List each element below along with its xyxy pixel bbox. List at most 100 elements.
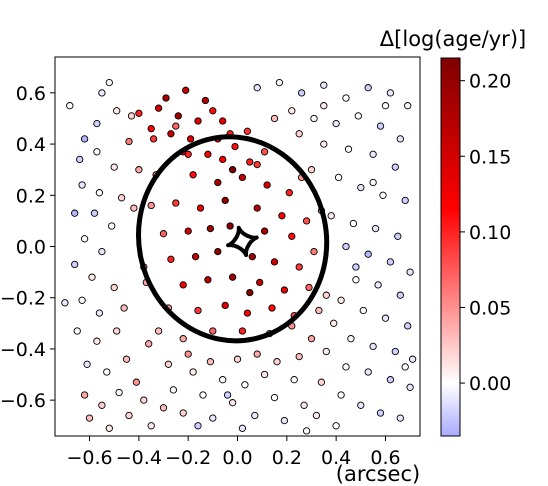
data-point <box>98 89 106 97</box>
data-point <box>182 86 190 94</box>
data-point <box>295 130 303 138</box>
data-point <box>88 273 96 281</box>
data-point <box>223 391 232 399</box>
data-point <box>179 281 187 289</box>
data-point <box>228 273 237 281</box>
colorbar <box>440 57 461 437</box>
data-point <box>113 327 121 335</box>
data-point <box>189 171 197 179</box>
data-point <box>196 204 205 212</box>
data-point <box>342 242 350 251</box>
data-point <box>307 166 316 174</box>
data-point <box>159 230 168 238</box>
data-point <box>238 173 247 182</box>
data-point <box>371 224 380 233</box>
data-point <box>130 204 138 212</box>
data-point <box>263 181 271 189</box>
y-tick-label: −0.6 <box>0 390 46 412</box>
data-point <box>391 163 399 171</box>
data-point <box>386 376 395 384</box>
data-point <box>251 411 259 420</box>
data-point <box>219 376 227 384</box>
data-point <box>214 178 222 187</box>
data-point <box>334 173 343 182</box>
data-point <box>80 391 89 399</box>
data-point <box>332 119 340 128</box>
data-point <box>76 155 84 164</box>
data-point <box>352 276 360 284</box>
data-point <box>300 401 308 409</box>
data-point <box>132 378 141 386</box>
data-point <box>110 283 118 292</box>
data-point <box>98 401 106 409</box>
data-point <box>404 102 412 110</box>
data-point <box>214 247 222 256</box>
data-point <box>364 368 372 376</box>
data-point <box>147 125 155 133</box>
data-point <box>110 163 118 171</box>
data-point <box>369 178 377 187</box>
data-point <box>199 391 207 399</box>
data-point <box>93 119 101 128</box>
data-point <box>105 424 113 432</box>
data-point <box>221 196 229 205</box>
data-point <box>342 363 350 371</box>
data-point <box>204 276 212 284</box>
data-point <box>288 232 296 240</box>
data-point <box>95 309 104 317</box>
data-point <box>103 368 111 376</box>
data-point <box>194 306 202 315</box>
data-point <box>219 117 227 125</box>
data-point <box>189 368 197 376</box>
data-point <box>386 89 395 97</box>
data-point <box>71 260 79 269</box>
data-point <box>305 283 313 292</box>
data-point <box>243 309 252 317</box>
data-point <box>320 102 328 110</box>
data-point <box>125 137 133 146</box>
data-point <box>310 114 318 123</box>
data-point <box>246 288 254 297</box>
data-point <box>78 181 86 189</box>
data-point <box>349 219 358 228</box>
data-point <box>332 422 340 430</box>
data-point <box>194 117 202 125</box>
data-point <box>337 391 345 399</box>
data-point <box>404 322 412 330</box>
data-point <box>238 424 247 432</box>
data-point <box>233 355 242 363</box>
data-point <box>401 196 409 205</box>
colorbar-tick-label: 0.10 <box>469 222 511 244</box>
data-point <box>391 347 399 356</box>
data-point <box>270 393 279 402</box>
data-point <box>357 183 365 192</box>
data-point <box>352 263 360 271</box>
data-point <box>322 291 330 299</box>
data-point <box>295 263 303 271</box>
x-tick-label: 0.6 <box>370 447 400 469</box>
data-point <box>78 296 86 304</box>
y-tick-label: 0.0 <box>16 237 46 259</box>
data-point <box>228 399 237 407</box>
data-point <box>270 114 279 123</box>
colorbar-label: Δ[log(age/yr)] <box>380 27 526 51</box>
data-point <box>115 388 123 397</box>
data-point <box>320 140 328 148</box>
data-point <box>243 127 252 135</box>
data-point <box>201 96 210 105</box>
data-point <box>270 258 279 266</box>
data-point <box>396 291 404 299</box>
data-point <box>162 94 170 102</box>
data-point <box>66 102 74 110</box>
data-point <box>167 255 175 263</box>
data-point <box>179 409 187 417</box>
data-point <box>145 340 153 348</box>
data-point <box>302 427 311 435</box>
data-point <box>184 227 192 235</box>
data-point <box>184 350 192 358</box>
data-point <box>357 401 365 409</box>
colorbar-tick-label: 0.00 <box>469 373 511 395</box>
data-point <box>204 150 212 158</box>
data-point <box>246 158 254 166</box>
data-point <box>396 414 404 422</box>
